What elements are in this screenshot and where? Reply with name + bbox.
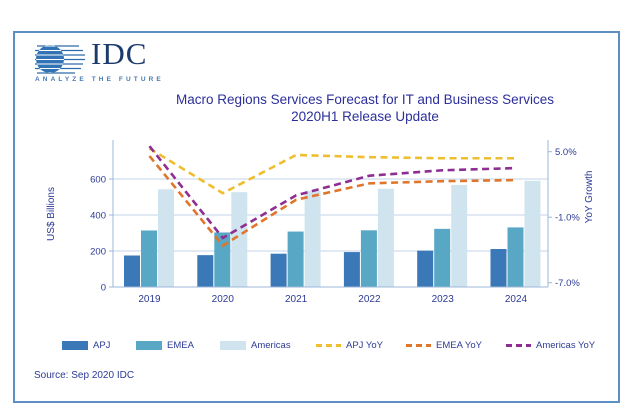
chart-title-line1: Macro Regions Services Forecast for IT a…	[176, 92, 554, 107]
x-label-2019: 2019	[138, 294, 161, 305]
legend-item-americas: Americas	[220, 338, 291, 352]
bar-apj-2024	[490, 249, 507, 287]
chart-card: IDC ANALYZE THE FUTURE Macro Regions Ser…	[13, 31, 620, 403]
line-americas-yoy	[148, 145, 517, 240]
legend-dash-emea-yoy	[406, 343, 431, 347]
bar-apj-2023	[417, 250, 434, 287]
line-apj-yoy	[148, 147, 516, 195]
left-tick-label-0: 0	[101, 283, 106, 294]
bar-apj-2019	[124, 255, 140, 287]
left-axis-title: US$ Billions	[46, 187, 57, 241]
right-tick-label--7: -7.0%	[555, 278, 580, 289]
bar-apj-2022	[343, 252, 360, 287]
x-label-2022: 2022	[358, 294, 381, 305]
x-label-2020: 2020	[212, 294, 235, 305]
legend-item-apj: APJ	[62, 338, 110, 352]
bar-americas-2020	[231, 192, 248, 287]
bar-emea-2020	[214, 232, 231, 287]
bar-emea-2022	[360, 230, 377, 287]
legend-label-americas: Americas	[251, 339, 291, 351]
legend-item-emea: EMEA	[136, 338, 194, 352]
right-tick-label--1: -1.0%	[555, 213, 580, 224]
legend-item-emea-yoy: EMEA YoY	[406, 338, 482, 352]
legend-label-emea-yoy: EMEA YoY	[436, 339, 482, 351]
bar-americas-2019	[158, 189, 174, 287]
chart-legend: APJ EMEA Americas APJ YoY EMEA YoY Ameri…	[15, 338, 618, 354]
left-tick-label-600: 600	[90, 175, 106, 186]
bar-americas-2023	[451, 184, 468, 287]
bar-emea-2024	[507, 227, 524, 287]
legend-swatch-emea	[136, 340, 162, 350]
bar-americas-2024	[524, 180, 541, 287]
legend-item-americas-yoy: Americas YoY	[506, 338, 595, 352]
legend-label-apj: APJ	[93, 339, 111, 351]
source-note: Source: Sep 2020 IDC	[34, 370, 135, 381]
legend-label-americas-yoy: Americas YoY	[536, 339, 596, 351]
bar-americas-2022	[377, 188, 394, 287]
left-tick-label-400: 400	[90, 211, 106, 222]
bar-apj-2021	[270, 253, 287, 287]
bar-emea-2023	[434, 228, 451, 287]
right-tick-label-5: 5.0%	[555, 147, 577, 158]
x-label-2023: 2023	[432, 294, 455, 305]
idc-wordmark: IDC	[91, 36, 148, 71]
line-emea-yoy	[148, 155, 517, 248]
bar-emea-2021	[287, 231, 304, 287]
legend-swatch-apj	[62, 340, 88, 350]
idc-logo: IDC ANALYZE THE FUTURE	[35, 36, 215, 92]
globe-icon	[35, 45, 85, 74]
bar-americas-2021	[304, 190, 321, 287]
right-axis-title: YoY Growth	[584, 171, 595, 224]
left-tick-label-200: 200	[90, 247, 106, 258]
x-label-2021: 2021	[285, 294, 308, 305]
legend-dash-apj-yoy	[316, 343, 341, 347]
legend-label-emea: EMEA	[167, 339, 194, 351]
chart-title: Macro Regions Services Forecast for IT a…	[115, 91, 615, 125]
legend-item-apj-yoy: APJ YoY	[316, 338, 383, 352]
chart-title-line2: 2020H1 Release Update	[291, 109, 439, 124]
legend-label-apj-yoy: APJ YoY	[346, 339, 383, 351]
x-label-2024: 2024	[505, 294, 528, 305]
idc-tagline: ANALYZE THE FUTURE	[35, 76, 164, 83]
bar-apj-2020	[197, 255, 214, 287]
bar-emea-2019	[141, 230, 157, 287]
legend-swatch-americas	[220, 340, 246, 350]
legend-dash-americas-yoy	[506, 343, 531, 347]
